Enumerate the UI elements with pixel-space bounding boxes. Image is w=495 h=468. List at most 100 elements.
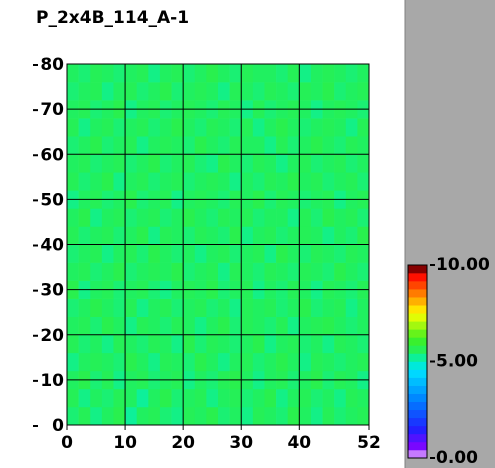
heatmap-cell bbox=[264, 226, 277, 245]
heatmap-cell bbox=[148, 298, 161, 317]
heatmap-cell bbox=[252, 172, 265, 191]
colorbar-band bbox=[408, 361, 427, 370]
heatmap-cell bbox=[276, 316, 288, 336]
heatmap-cell bbox=[136, 406, 149, 426]
heatmap-cell bbox=[299, 298, 312, 317]
heatmap-cell bbox=[67, 208, 79, 227]
heatmap-cell bbox=[194, 64, 207, 83]
heatmap-cell bbox=[171, 244, 184, 263]
heatmap-cell bbox=[183, 388, 196, 408]
heatmap-cell bbox=[194, 262, 207, 281]
heatmap-cell bbox=[334, 334, 347, 354]
y-tick-label: 0 bbox=[52, 416, 64, 436]
heatmap-cell bbox=[148, 388, 161, 408]
heatmap-cell bbox=[159, 172, 172, 191]
heatmap-cell bbox=[310, 208, 323, 227]
heatmap-cell bbox=[90, 262, 103, 281]
heatmap-cell bbox=[113, 316, 126, 336]
colorbar-band bbox=[408, 401, 427, 411]
heatmap-cell bbox=[67, 136, 79, 155]
heatmap-cell bbox=[218, 172, 230, 191]
heatmap-cell bbox=[357, 136, 370, 155]
heatmap-cell bbox=[113, 334, 126, 354]
heatmap-cell bbox=[229, 154, 242, 173]
x-tick-label: 0 bbox=[61, 433, 73, 453]
heatmap-cell bbox=[334, 64, 347, 83]
heatmap-cell bbox=[113, 352, 126, 372]
heatmap-cell bbox=[322, 118, 335, 137]
heatmap-cell bbox=[241, 262, 254, 281]
heatmap-cell bbox=[299, 388, 312, 408]
heatmap-cell bbox=[345, 118, 358, 137]
heatmap-cell bbox=[229, 388, 242, 408]
heatmap-cell bbox=[125, 82, 137, 101]
heatmap-cell bbox=[206, 262, 219, 281]
heatmap-cell bbox=[67, 64, 79, 83]
heatmap-cell bbox=[334, 136, 347, 155]
heatmap-cell bbox=[206, 82, 219, 101]
heatmap-cell bbox=[264, 334, 277, 354]
heatmap-cell bbox=[287, 334, 300, 354]
heatmap-cell bbox=[252, 388, 265, 408]
heatmap-cell bbox=[206, 298, 219, 317]
heatmap-cell bbox=[310, 226, 323, 245]
heatmap-cell bbox=[67, 406, 79, 426]
heatmap-cell bbox=[159, 298, 172, 317]
heatmap-cell bbox=[276, 154, 288, 173]
heatmap-cell bbox=[78, 118, 91, 137]
x-tick-label: 30 bbox=[229, 433, 253, 453]
heatmap-cell bbox=[183, 352, 196, 372]
heatmap-cell bbox=[334, 154, 347, 173]
heatmap-cell bbox=[136, 172, 149, 191]
heatmap-cell bbox=[299, 154, 312, 173]
heatmap-cell bbox=[125, 388, 137, 408]
heatmap-cell bbox=[287, 136, 300, 155]
heatmap-cell bbox=[264, 406, 277, 426]
heatmap-cell bbox=[276, 82, 288, 101]
heatmap-cell bbox=[101, 406, 114, 426]
heatmap-cell bbox=[345, 244, 358, 263]
heatmap-cell bbox=[78, 226, 91, 245]
heatmap-cell bbox=[310, 316, 323, 336]
heatmap-cell bbox=[310, 118, 323, 137]
heatmap-cell bbox=[252, 406, 265, 426]
heatmap-cell bbox=[287, 172, 300, 191]
heatmap-cell bbox=[136, 136, 149, 155]
heatmap-cell bbox=[287, 388, 300, 408]
heatmap-cell bbox=[148, 154, 161, 173]
heatmap-cell bbox=[148, 316, 161, 336]
heatmap-cell bbox=[310, 82, 323, 101]
colorbar-band bbox=[408, 369, 427, 378]
heatmap-cell bbox=[159, 244, 172, 263]
heatmap-cell bbox=[206, 172, 219, 191]
heatmap-cell bbox=[67, 298, 79, 317]
heatmap-cell bbox=[194, 298, 207, 317]
heatmap-cell bbox=[171, 64, 184, 83]
heatmap-cell bbox=[322, 172, 335, 191]
heatmap-cell bbox=[345, 262, 358, 281]
heatmap-cell bbox=[171, 334, 184, 354]
heatmap-cell bbox=[241, 406, 254, 426]
heatmap-cell bbox=[310, 172, 323, 191]
heatmap-cell bbox=[310, 64, 323, 83]
heatmap-cell bbox=[229, 262, 242, 281]
heatmap-cell bbox=[264, 244, 277, 263]
heatmap-cell bbox=[276, 388, 288, 408]
colorbar-band bbox=[408, 313, 427, 322]
heatmap-cell bbox=[78, 298, 91, 317]
heatmap-cell bbox=[171, 388, 184, 408]
heatmap-cell bbox=[148, 82, 161, 101]
heatmap-cell bbox=[264, 262, 277, 281]
heatmap-cell bbox=[206, 118, 219, 137]
heatmap-cell bbox=[148, 334, 161, 354]
heatmap-cell bbox=[287, 406, 300, 426]
heatmap-cell bbox=[334, 352, 347, 372]
heatmap-cell bbox=[171, 226, 184, 245]
heatmap-cell bbox=[183, 334, 196, 354]
heatmap-cell bbox=[67, 388, 79, 408]
heatmap-cell bbox=[183, 226, 196, 245]
heatmap-cell bbox=[78, 334, 91, 354]
heatmap-cell bbox=[183, 154, 196, 173]
heatmap-cell bbox=[357, 154, 370, 173]
heatmap-cell bbox=[90, 154, 103, 173]
